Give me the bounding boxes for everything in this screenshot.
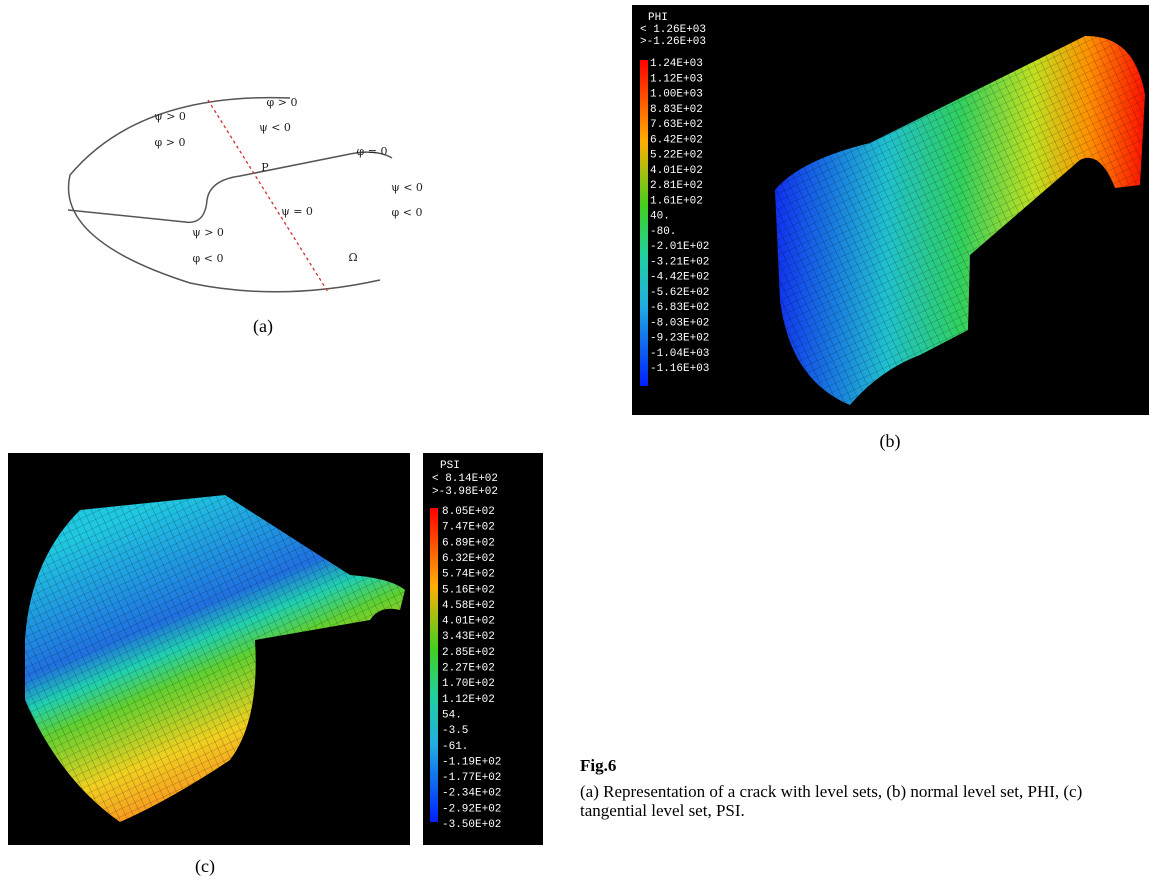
figure-label: Fig.6 <box>580 756 1145 775</box>
scale-label: -2.92E+02 <box>442 803 501 815</box>
region-label: φ > 0 <box>155 136 186 149</box>
scale-label: 5.74E+02 <box>442 569 495 581</box>
colorbar <box>640 60 648 386</box>
legend-min: >-1.26E+03 <box>640 36 706 48</box>
scale-label: 1.12E+02 <box>442 694 495 706</box>
region-label: ψ < 0 <box>259 121 291 134</box>
scale-label: 40. <box>650 211 670 223</box>
legend-title: PSI <box>440 460 460 472</box>
region-label: φ = 0 <box>357 145 388 158</box>
scale-label: -1.19E+02 <box>442 756 501 768</box>
scale-label: -80. <box>650 226 676 238</box>
figure-caption: Fig.6 (a) Representation of a crack with… <box>580 756 1145 820</box>
page: {"panel_a": {"labels": ["ψ > 0", "φ > 0"… <box>0 0 1149 881</box>
legend-max: < 1.26E+03 <box>640 24 706 36</box>
scale-label: -3.5 <box>442 725 468 737</box>
scale-label: 6.42E+02 <box>650 134 703 146</box>
scale-label: -1.16E+03 <box>650 363 709 375</box>
scale-label: -8.03E+02 <box>650 317 709 329</box>
region-label: P <box>261 161 269 174</box>
region-label: φ < 0 <box>193 252 224 265</box>
legend-title: PHI <box>648 12 668 24</box>
scale-label: 2.27E+02 <box>442 663 495 675</box>
scale-label: 5.22E+02 <box>650 150 703 162</box>
scale-label: 1.12E+03 <box>650 73 703 85</box>
scale-label: -4.42E+02 <box>650 272 709 284</box>
diagram-a <box>68 98 392 292</box>
scale-label: 6.32E+02 <box>442 553 495 565</box>
region-label: ψ < 0 <box>391 181 423 194</box>
scale-label: 4.01E+02 <box>650 165 703 177</box>
legend-max: < 8.14E+02 <box>432 473 498 485</box>
scale-label: 6.89E+02 <box>442 537 495 549</box>
scale-label: 54. <box>442 709 462 721</box>
scale-label: 1.61E+02 <box>650 195 703 207</box>
region-label: φ < 0 <box>392 206 423 219</box>
colorbar <box>430 508 438 822</box>
scale-label: 2.85E+02 <box>442 647 495 659</box>
scale-label: 4.01E+02 <box>442 616 495 628</box>
scale-label: -1.04E+03 <box>650 348 709 360</box>
scale-label: 5.16E+02 <box>442 584 495 596</box>
caption-b: (b) <box>880 431 901 452</box>
crack <box>68 152 392 222</box>
scale-label: 4.58E+02 <box>442 600 495 612</box>
scale-label: -3.21E+02 <box>650 256 709 268</box>
scale-label: 1.00E+03 <box>650 89 703 101</box>
scale-label: -6.83E+02 <box>650 302 709 314</box>
scale-label: 8.05E+02 <box>442 506 495 518</box>
scale-label: -61. <box>442 741 468 753</box>
caption-a: (a) <box>253 316 273 337</box>
scale-label: 1.24E+03 <box>650 58 703 70</box>
scale-label: -5.62E+02 <box>650 287 709 299</box>
scale-label: -3.50E+02 <box>442 819 501 831</box>
scale-label: -2.01E+02 <box>650 241 709 253</box>
scale-label: -9.23E+02 <box>650 333 709 345</box>
legend-min: >-3.98E+02 <box>432 486 498 498</box>
scale-label: 7.47E+02 <box>442 522 495 534</box>
scale-label: 8.83E+02 <box>650 104 703 116</box>
figure-caption-text: (a) Representation of a crack with level… <box>580 782 1082 820</box>
region-label: ψ > 0 <box>154 110 186 123</box>
scale-label: 2.81E+02 <box>650 180 703 192</box>
region-label: Ω <box>348 251 357 264</box>
scale-label: 3.43E+02 <box>442 631 495 643</box>
figure: ψ > 0 φ > 0 φ > 0 ψ < 0 φ = 0 Pψ < 0 φ < 0 ψ = … <box>0 0 1149 881</box>
region-label: ψ = 0 <box>281 205 313 218</box>
scale-label: -1.77E+02 <box>442 772 501 784</box>
caption-c: (c) <box>195 856 215 877</box>
scale-label: -2.34E+02 <box>442 788 501 800</box>
scale-label: 7.63E+02 <box>650 119 703 131</box>
region-label: φ > 0 <box>267 96 298 109</box>
region-label: ψ > 0 <box>192 226 224 239</box>
scale-label: 1.70E+02 <box>442 678 495 690</box>
